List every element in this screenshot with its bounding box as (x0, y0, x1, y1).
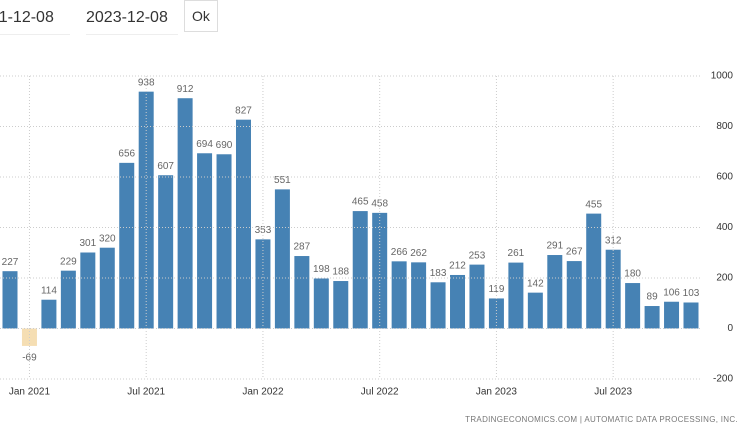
y-tick-label: 800 (716, 121, 733, 132)
bar (566, 261, 582, 329)
bar (119, 162, 135, 329)
x-tick-label: Jan 2021 (9, 387, 51, 398)
x-tick-label: Jul 2021 (127, 387, 165, 398)
bar (158, 175, 174, 329)
bar (430, 282, 446, 329)
value-label: 266 (391, 247, 408, 258)
y-tick-label: 1000 (711, 71, 734, 82)
value-label: 312 (605, 235, 622, 246)
bar (2, 271, 18, 329)
x-tick-label: Jul 2023 (594, 387, 632, 398)
value-label: 183 (430, 268, 447, 279)
value-label: 212 (449, 261, 466, 272)
bar (216, 154, 232, 329)
value-label: 291 (546, 241, 563, 252)
value-label: 353 (255, 225, 272, 236)
value-label: 106 (663, 287, 680, 298)
value-label: 142 (527, 278, 544, 289)
bar (625, 283, 641, 329)
value-label: 188 (332, 267, 349, 278)
bar (197, 153, 213, 329)
value-label: 229 (60, 256, 77, 267)
value-label: 114 (41, 285, 57, 296)
y-tick-label: 600 (716, 172, 733, 183)
value-label: 180 (624, 269, 641, 280)
bar (527, 292, 543, 329)
date-to-input[interactable]: 2023-12-08 (86, 0, 178, 35)
y-tick-label: 400 (716, 222, 733, 233)
value-label: 694 (196, 139, 213, 150)
bar (80, 252, 96, 329)
bar (450, 274, 466, 329)
value-label: 267 (566, 247, 583, 258)
bar (469, 264, 485, 329)
bar (644, 306, 660, 329)
bar (60, 270, 76, 329)
y-tick-label: 0 (727, 323, 733, 334)
bar (547, 255, 563, 329)
x-tick-label: Jul 2022 (361, 387, 399, 398)
value-label: 465 (352, 197, 369, 208)
x-tick-label: Jan 2023 (476, 387, 518, 398)
value-label: 261 (508, 248, 525, 259)
bar (274, 189, 290, 329)
value-label: 198 (313, 264, 330, 275)
bar (313, 278, 329, 329)
bar (391, 261, 407, 329)
bar (235, 119, 251, 329)
bar (41, 299, 57, 329)
y-tick-label: 200 (716, 273, 733, 284)
value-label: 690 (216, 140, 233, 151)
value-label: 551 (274, 175, 291, 186)
value-label: 301 (79, 238, 96, 249)
y-tick-label: -200 (713, 374, 733, 385)
value-label: 287 (294, 242, 311, 253)
bar (683, 302, 699, 329)
bar (508, 262, 524, 329)
bar (372, 212, 388, 329)
value-label: 458 (371, 198, 388, 209)
value-label: 656 (118, 149, 135, 160)
bar (99, 247, 115, 329)
value-label: 103 (683, 288, 700, 299)
value-label: 253 (469, 250, 486, 261)
bar (177, 98, 193, 329)
bar (586, 213, 602, 329)
bar (294, 256, 310, 329)
ok-button[interactable]: Ok (184, 0, 218, 32)
value-label: 227 (2, 257, 19, 268)
value-label: 607 (157, 161, 174, 172)
value-label: 89 (647, 292, 659, 303)
bar (333, 281, 349, 329)
value-label: 262 (410, 248, 427, 259)
bar (411, 262, 427, 329)
bar (664, 301, 680, 329)
source: TRADINGECONOMICS.COM | AUTOMATIC DATA PR… (465, 415, 738, 424)
x-tick-label: Jan 2022 (242, 387, 284, 398)
bar (352, 211, 368, 329)
date-from-input[interactable]: 2021-12-08 (0, 0, 70, 35)
value-label: 827 (235, 105, 252, 116)
bar (138, 91, 154, 329)
value-label: 455 (585, 199, 602, 210)
value-label: 320 (99, 233, 116, 244)
value-label: 912 (177, 84, 194, 95)
